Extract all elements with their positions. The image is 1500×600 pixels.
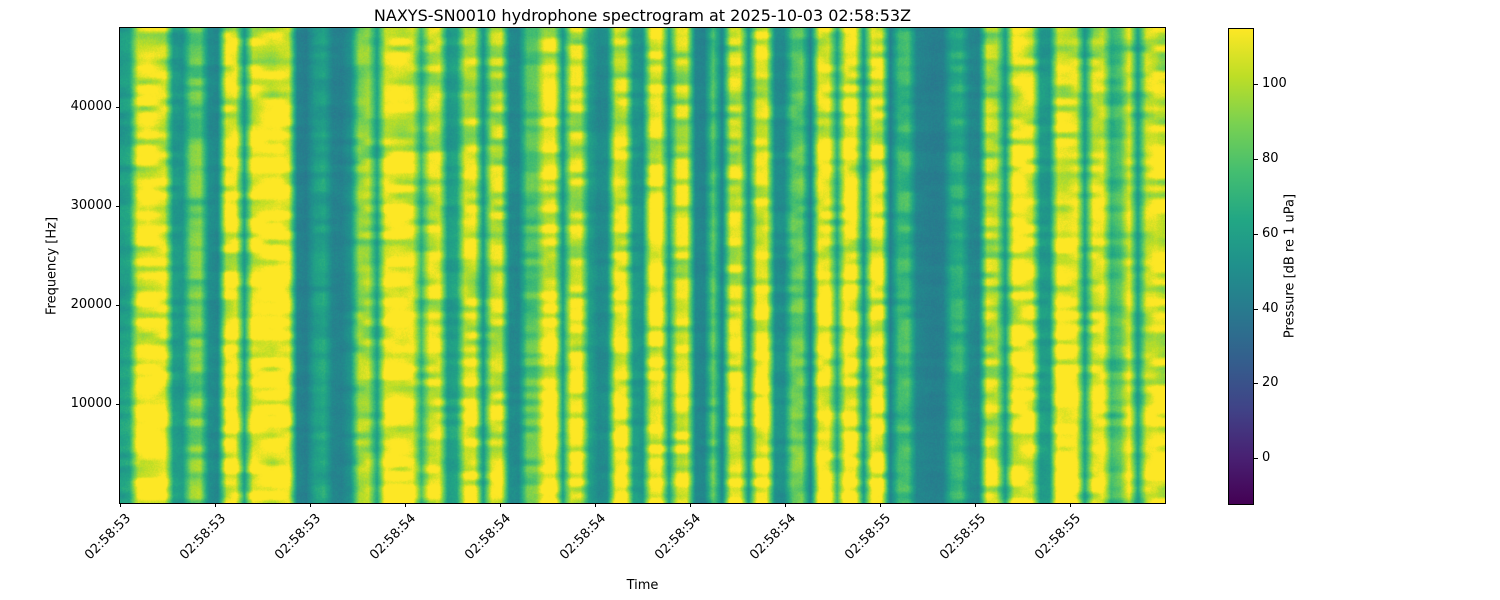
colorbar-tick-mark — [1254, 84, 1258, 86]
spectrogram-canvas — [120, 28, 1165, 503]
x-tick-label: 02:58:53 — [271, 511, 324, 563]
x-tick-mark — [690, 503, 691, 507]
x-tick-mark — [975, 503, 976, 507]
x-tick-mark — [785, 503, 786, 507]
y-tick-mark — [116, 206, 120, 208]
colorbar-tick-mark — [1254, 233, 1258, 235]
colorbar-tick-label: 20 — [1262, 375, 1279, 391]
colorbar-tick-label: 100 — [1262, 76, 1287, 92]
x-tick-label: 02:58:55 — [841, 511, 894, 563]
colorbar — [1228, 28, 1254, 505]
colorbar-tick-mark — [1254, 383, 1258, 385]
colorbar-tick-mark — [1254, 158, 1258, 160]
x-tick-label: 02:58:53 — [81, 511, 134, 563]
x-tick-mark — [1070, 503, 1071, 507]
colorbar-tick-label: 40 — [1262, 300, 1279, 316]
x-axis-label: Time — [626, 578, 659, 593]
y-tick-label: 40000 — [70, 99, 112, 115]
x-tick-mark — [215, 503, 216, 507]
colorbar-tick-mark — [1254, 458, 1258, 460]
x-tick-mark — [880, 503, 881, 507]
x-tick-label: 02:58:54 — [461, 511, 514, 563]
x-tick-label: 02:58:54 — [746, 511, 799, 563]
colorbar-tick-label: 80 — [1262, 150, 1279, 166]
colorbar-tick-mark — [1254, 308, 1258, 310]
x-tick-label: 02:58:54 — [366, 511, 419, 563]
x-tick-label: 02:58:54 — [556, 511, 609, 563]
x-tick-label: 02:58:55 — [936, 511, 989, 563]
y-tick-label: 10000 — [70, 396, 112, 412]
x-tick-label: 02:58:55 — [1031, 511, 1084, 563]
chart-title: NAXYS-SN0010 hydrophone spectrogram at 2… — [373, 6, 912, 25]
colorbar-tick-label: 0 — [1262, 450, 1271, 466]
y-tick-mark — [116, 305, 120, 307]
x-tick-mark — [405, 503, 406, 507]
colorbar-tick-label: 60 — [1262, 225, 1279, 241]
plot-area — [119, 27, 1166, 504]
y-tick-mark — [116, 107, 120, 109]
x-tick-mark — [500, 503, 501, 507]
x-tick-mark — [120, 503, 121, 507]
x-tick-mark — [595, 503, 596, 507]
y-tick-label: 20000 — [70, 297, 112, 313]
x-tick-label: 02:58:54 — [651, 511, 704, 563]
y-tick-mark — [116, 404, 120, 406]
x-tick-mark — [310, 503, 311, 507]
y-tick-label: 30000 — [70, 198, 112, 214]
x-tick-label: 02:58:53 — [176, 511, 229, 563]
colorbar-label: Pressure [dB re 1 uPa] — [1282, 193, 1298, 339]
